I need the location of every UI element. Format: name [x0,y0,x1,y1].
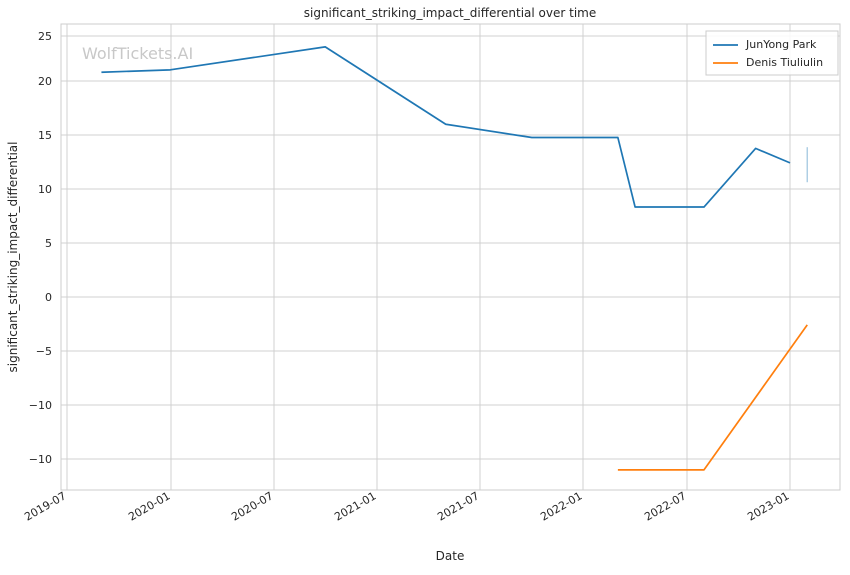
series-line-denis-tiuliulin [617,324,808,471]
chart-legend[interactable]: JunYong Park Denis Tiuliulin [705,30,839,76]
plot-area [60,23,841,491]
series-line-junyong-park [101,46,791,208]
ytick-label: 15 [38,129,52,142]
ytick-label: 5 [45,237,52,250]
legend-background [705,30,839,76]
ytick-label: −10 [29,453,52,466]
ytick-label: −10 [29,399,52,412]
ytick-label: 20 [38,75,52,88]
x-axis-label: Date [436,549,465,563]
grid-horizontal [61,35,840,460]
ytick-label: 0 [45,291,52,304]
watermark-text: WolfTickets.AI [82,44,193,63]
series-plot-group [101,46,808,471]
legend-label-junyong-park: JunYong Park [745,38,817,51]
ytick-label: 25 [38,30,52,43]
grid-vertical [66,24,791,490]
ytick-label: 10 [38,183,52,196]
ytick-labels: 25 20 15 10 5 0 −5 −10 −10 [29,30,52,466]
ytick-label: −5 [36,345,52,358]
chart-title: significant_striking_impact_differential… [304,6,596,20]
legend-label-denis-tiuliulin: Denis Tiuliulin [746,56,823,69]
y-axis-label: significant_striking_impact_differential [6,142,20,373]
